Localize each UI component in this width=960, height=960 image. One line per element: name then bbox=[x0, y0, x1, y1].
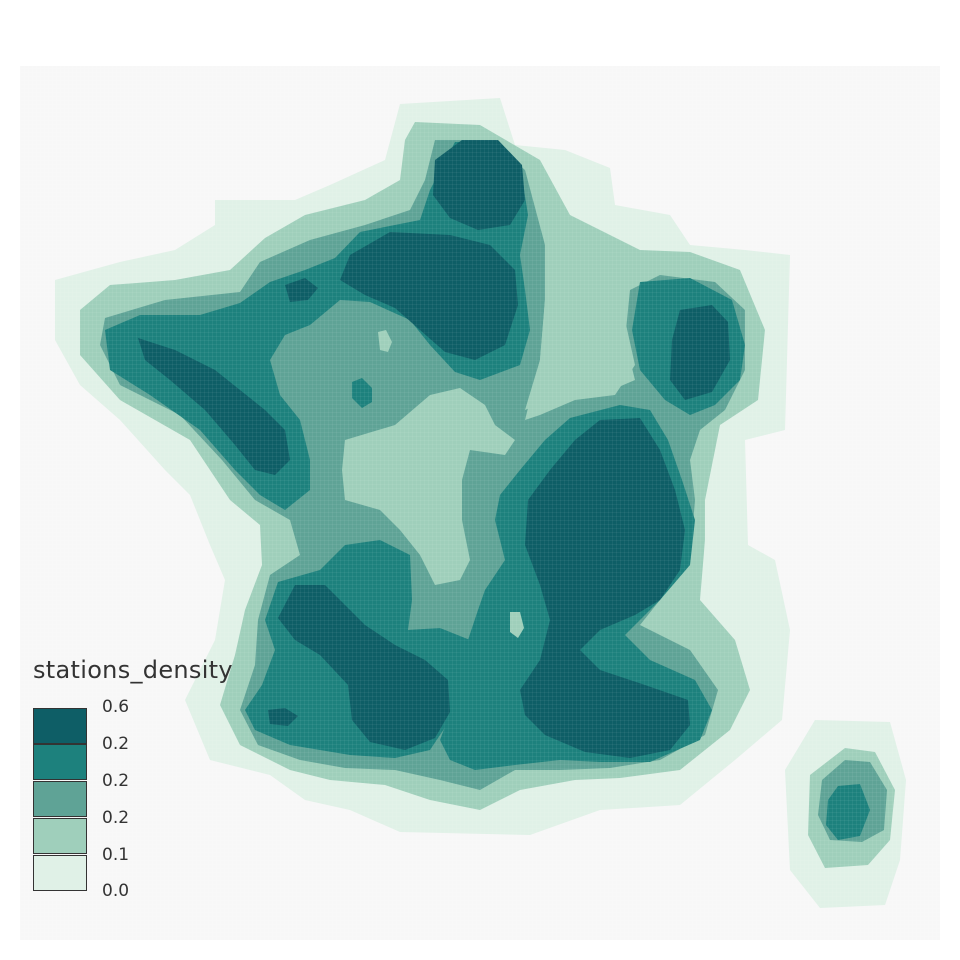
grid-texture bbox=[20, 66, 940, 940]
